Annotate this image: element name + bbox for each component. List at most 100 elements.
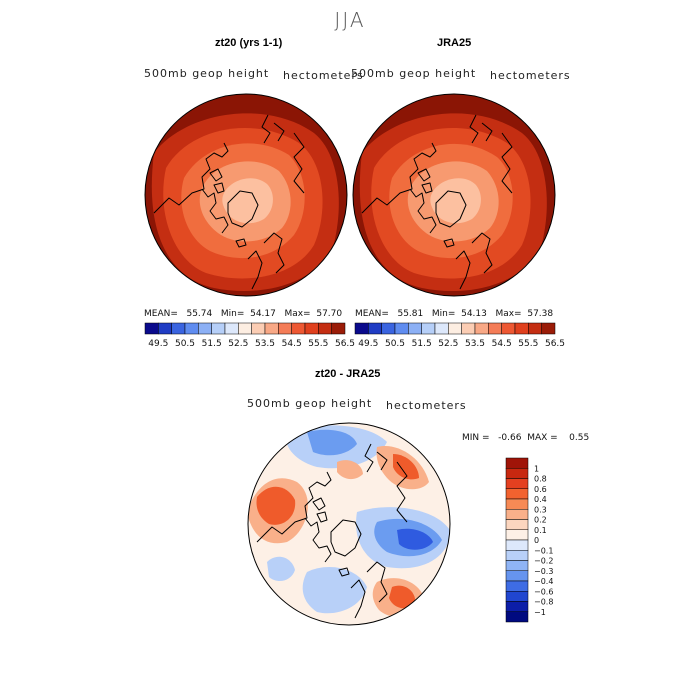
contour-band	[389, 585, 416, 609]
colorbar-tick-label: −0.3	[534, 567, 553, 576]
colorbar-swatch	[238, 322, 252, 335]
map-border	[144, 93, 348, 297]
colorbar-swatch	[488, 322, 502, 335]
panel2-title: JRA25	[437, 37, 472, 49]
colorbar-tick-label: 0.8	[534, 475, 547, 484]
panel1-units: hectometers	[283, 69, 364, 82]
coastline	[409, 188, 437, 234]
colorbar-swatch	[505, 560, 529, 571]
coastline	[361, 142, 437, 214]
colorbar-swatch	[501, 322, 516, 335]
panel1-mean-label: MEAN=	[144, 309, 178, 319]
colorbar-swatch	[514, 322, 529, 335]
coastline	[417, 168, 431, 182]
contour-band	[267, 556, 295, 582]
colorbar-swatch	[474, 322, 489, 335]
colorbar-swatch	[541, 322, 556, 335]
colorbar-tick-label: 49.5	[148, 339, 168, 349]
contour-band	[393, 454, 419, 480]
coastline	[481, 122, 493, 142]
colorbar-tick-label: −0.2	[534, 557, 553, 566]
colorbar-swatch	[448, 322, 462, 335]
colorbar-swatch	[505, 570, 529, 582]
colorbar-tick-label: 0	[534, 536, 539, 545]
colorbar-swatch	[461, 322, 476, 335]
coastline	[261, 114, 271, 144]
colorbar-swatch	[394, 322, 409, 335]
colorbar-tick-label: 51.5	[412, 339, 432, 349]
coastline	[247, 250, 263, 290]
coastline	[201, 188, 229, 234]
panel2-mean-label: MEAN=	[355, 309, 389, 319]
colorbar-swatch	[278, 322, 292, 335]
panel1-min-label: Min=	[220, 309, 245, 319]
coastline	[227, 190, 259, 228]
panel3-min-value: -0.66	[498, 433, 522, 443]
coastline	[209, 168, 223, 182]
colorbar-tick-label: −0.1	[534, 546, 553, 555]
colorbar-swatch	[198, 322, 212, 335]
colorbar-tick-label: 50.5	[385, 339, 405, 349]
panel3-title: zt20 - JRA25	[315, 368, 381, 380]
panel2-units: hectometers	[490, 69, 571, 82]
map-border	[247, 422, 451, 626]
colorbar-tick-label: 0.1	[534, 526, 547, 535]
colorbar-tick-label: 0.4	[534, 495, 547, 504]
panel1-colorbar: 49.5 50.5 51.5 52.5 53.5 54.5 55.5 56.5	[144, 322, 355, 349]
colorbar-tick-label: 0.2	[534, 516, 547, 525]
panel3-stats: MIN = -0.66 MAX = 0.55	[462, 433, 589, 443]
colorbar-tick-label: 54.5	[282, 339, 302, 349]
coastline	[501, 132, 513, 194]
panel1-stats: MEAN= 55.74 Min= 54.17 Max= 57.70	[144, 309, 342, 319]
colorbar-tick-label: 52.5	[438, 339, 458, 349]
colorbar-swatch	[505, 601, 529, 612]
panel1-min-value: 54.17	[250, 309, 276, 319]
coastline	[273, 122, 285, 142]
colorbar-tick-label: 0.6	[534, 485, 547, 494]
colorbar-swatch	[381, 322, 396, 335]
panel2-max-value: 57.38	[527, 309, 554, 319]
coastline	[376, 451, 388, 471]
coastline	[316, 511, 328, 523]
colorbar-tick-label: 54.5	[492, 339, 512, 349]
colorbar-swatch	[318, 322, 332, 335]
coastline	[366, 561, 388, 603]
coastline	[443, 238, 455, 248]
colorbar-tick-label: 55.5	[308, 339, 328, 349]
contour-band	[256, 486, 296, 525]
contour-band	[302, 567, 367, 614]
coastline	[213, 182, 225, 194]
colorbar-swatch	[251, 322, 266, 335]
colorbar-swatch	[331, 322, 346, 335]
panel3-max-label: MAX =	[527, 433, 558, 443]
panel3-max-value: 0.55	[569, 433, 590, 443]
panel3-units: hectometers	[386, 399, 467, 412]
colorbar-swatch	[528, 322, 542, 335]
contour-band	[430, 178, 481, 224]
colorbar-tick-label: 56.5	[335, 339, 355, 349]
coastline	[235, 238, 247, 248]
colorbar-swatch	[505, 550, 529, 561]
panel2-stats: MEAN= 55.81 Min= 54.13 Max= 57.38	[355, 309, 553, 319]
colorbar-swatch	[434, 322, 449, 335]
colorbar-swatch	[505, 580, 529, 592]
colorbar-swatch	[505, 498, 529, 510]
panel2-min-value: 54.13	[461, 309, 487, 319]
colorbar-swatch	[304, 322, 319, 335]
coastline	[293, 132, 305, 194]
colorbar-tick-label: −0.4	[534, 577, 553, 586]
coastline	[471, 232, 493, 274]
panel1-max-value: 57.70	[316, 309, 343, 319]
colorbar-swatch	[144, 322, 159, 335]
panel2-variable: 500mb geop height	[351, 67, 477, 80]
colorbar-swatch	[264, 322, 279, 335]
colorbar-tick-label: −0.6	[534, 587, 553, 596]
colorbar-swatch	[505, 611, 529, 623]
coastline	[304, 517, 332, 563]
colorbar-tick-label: 53.5	[255, 339, 275, 349]
panel2-polar-map	[352, 93, 556, 297]
colorbar-tick-label: 53.5	[465, 339, 485, 349]
contour-band	[397, 528, 433, 550]
coastline	[338, 567, 350, 577]
colorbar-swatch	[184, 322, 199, 335]
